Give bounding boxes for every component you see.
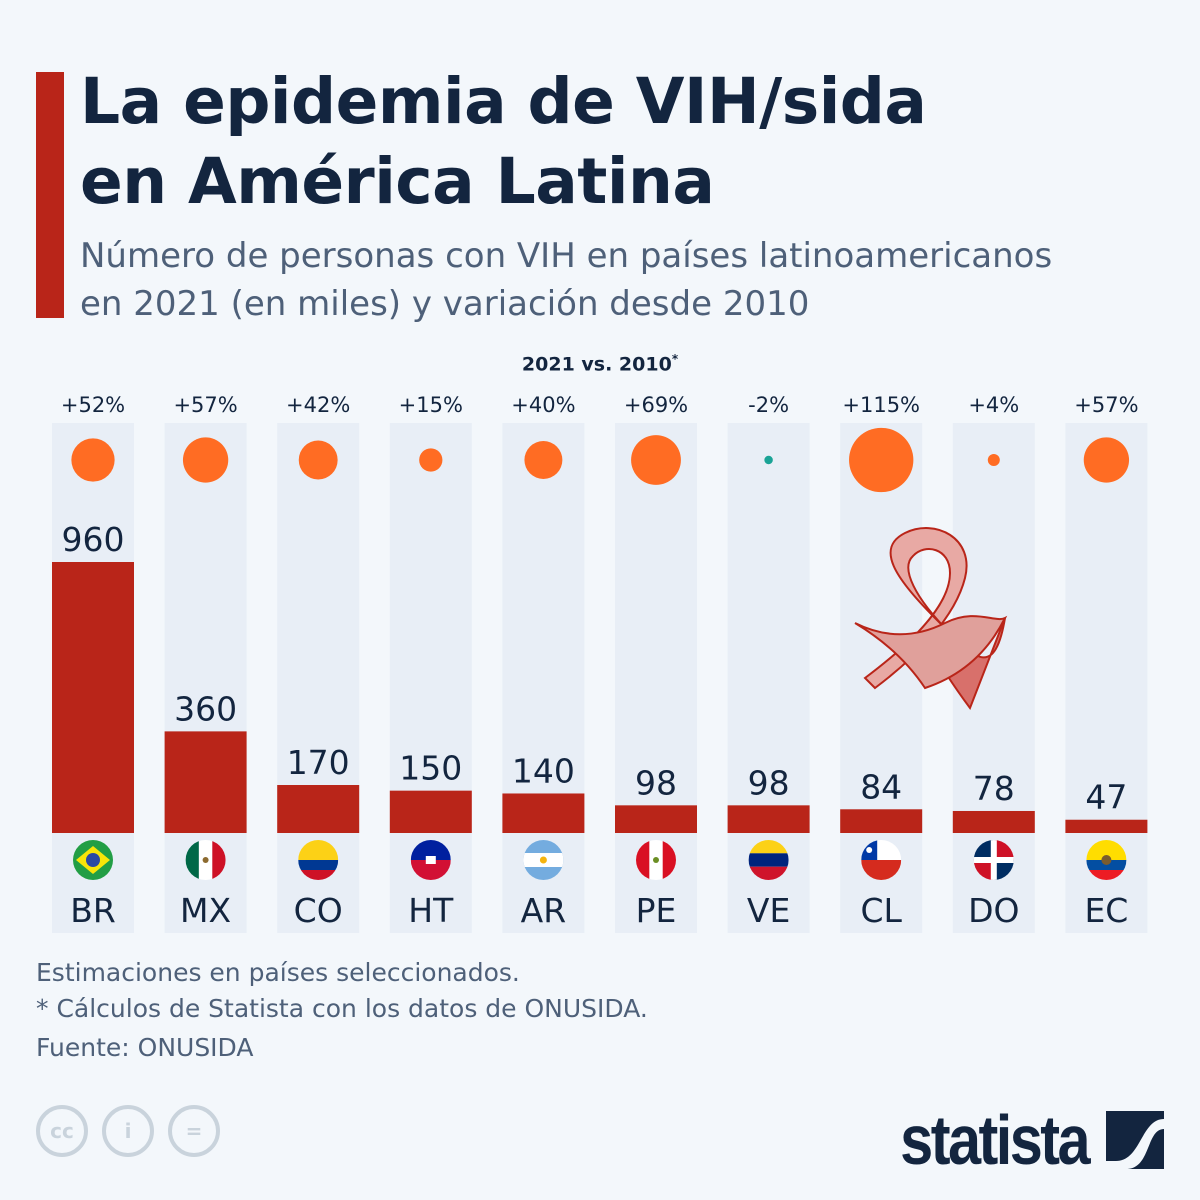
legend-label: 2021 vs. 2010 xyxy=(521,353,672,376)
category-label-BR: BR xyxy=(70,891,116,930)
subtitle-line-1: Número de personas con VIH en países lat… xyxy=(80,236,1053,276)
statista-logo[interactable]: statista xyxy=(867,1100,1164,1180)
category-label-EC: EC xyxy=(1084,891,1128,930)
logo-text: statista xyxy=(900,1101,1090,1179)
license-icons: cc i = xyxy=(36,1105,220,1157)
category-label-VE: VE xyxy=(747,891,790,930)
change-bubble-AR xyxy=(524,441,563,479)
change-bubble-VE xyxy=(764,455,773,465)
change-bubble-BR xyxy=(71,438,115,482)
value-label-CL: 84 xyxy=(860,767,902,806)
change-bubble-MX xyxy=(182,437,229,483)
bar-MX xyxy=(164,731,247,833)
change-bubble-PE xyxy=(631,435,681,485)
bar-BR xyxy=(52,562,134,833)
change-legend: 2021 vs. 2010* xyxy=(0,352,1200,375)
change-label-EC: +57% xyxy=(1074,393,1138,417)
flag-BR-icon xyxy=(73,840,113,880)
title-line-2: en América Latina xyxy=(80,145,715,218)
bar-CL xyxy=(840,809,923,833)
value-label-HT: 150 xyxy=(399,749,462,788)
value-label-AR: 140 xyxy=(512,751,575,790)
note-1: Estimaciones en países seleccionados. xyxy=(36,958,520,987)
bar-VE xyxy=(727,805,810,833)
change-label-MX: +57% xyxy=(173,393,237,417)
category-label-AR: AR xyxy=(521,891,567,930)
value-label-EC: 47 xyxy=(1085,778,1127,817)
accent-bar xyxy=(36,72,64,318)
bar-HT xyxy=(389,790,472,833)
bar-PE xyxy=(615,805,697,833)
value-label-BR: 960 xyxy=(62,520,125,559)
category-label-PE: PE xyxy=(636,891,677,930)
flag-HT-icon xyxy=(410,840,451,880)
change-label-PE: +69% xyxy=(624,393,688,417)
cc-icon[interactable]: cc xyxy=(36,1105,88,1157)
legend-marker: * xyxy=(671,352,679,366)
category-label-DO: DO xyxy=(968,891,1019,930)
source: Fuente: ONUSIDA xyxy=(36,1033,254,1062)
subtitle-line-2: en 2021 (en miles) y variación desde 201… xyxy=(80,284,810,324)
bar-CO xyxy=(277,785,360,833)
category-label-MX: MX xyxy=(180,891,231,930)
value-label-VE: 98 xyxy=(748,763,790,802)
change-bubble-CO xyxy=(298,440,338,480)
no-derivatives-icon[interactable]: = xyxy=(168,1105,220,1157)
page-title: La epidemia de VIH/sida en América Latin… xyxy=(80,62,927,222)
flag-AR-icon xyxy=(523,840,564,880)
category-label-HT: HT xyxy=(408,891,454,930)
value-label-PE: 98 xyxy=(635,763,677,802)
change-label-AR: +40% xyxy=(511,393,575,417)
change-label-DO: +4% xyxy=(968,393,1019,417)
aids-ribbon-icon xyxy=(854,527,1008,711)
bar-DO xyxy=(952,810,1035,833)
flag-VE-icon xyxy=(748,840,789,880)
change-label-BR: +52% xyxy=(61,393,125,417)
bar-chart: +52% 960 BR +57% 360 MX +42% 170 CO +15% 150 HT +40%… xyxy=(52,393,1148,933)
attribution-icon[interactable]: i xyxy=(102,1105,154,1157)
change-bubble-CL xyxy=(849,427,914,493)
flag-CL-icon xyxy=(861,840,902,880)
change-label-VE: -2% xyxy=(748,393,789,417)
change-label-HT: +15% xyxy=(399,393,463,417)
value-label-MX: 360 xyxy=(174,689,237,728)
statista-mark-icon xyxy=(1106,1111,1164,1169)
notes: Estimaciones en países seleccionados. * … xyxy=(36,955,648,1027)
change-label-CO: +42% xyxy=(286,393,350,417)
change-bubble-EC xyxy=(1083,437,1130,483)
subtitle: Número de personas con VIH en países lat… xyxy=(80,232,1052,328)
flag-PE-icon xyxy=(636,840,676,880)
title-line-1: La epidemia de VIH/sida xyxy=(80,65,927,138)
flag-MX-icon xyxy=(185,840,226,880)
flag-EC-icon xyxy=(1086,840,1127,880)
bar-EC xyxy=(1065,819,1148,833)
change-bubble-DO xyxy=(987,454,1000,466)
flag-DO-icon xyxy=(973,840,1014,880)
change-label-CL: +115% xyxy=(842,393,920,417)
bar-AR xyxy=(502,793,585,833)
flag-CO-icon xyxy=(298,840,339,880)
change-bubble-HT xyxy=(419,448,443,472)
value-label-DO: 78 xyxy=(973,769,1015,808)
category-label-CL: CL xyxy=(860,891,902,930)
note-2: * Cálculos de Statista con los datos de … xyxy=(36,994,648,1023)
category-label-CO: CO xyxy=(294,891,343,930)
value-label-CO: 170 xyxy=(287,743,350,782)
